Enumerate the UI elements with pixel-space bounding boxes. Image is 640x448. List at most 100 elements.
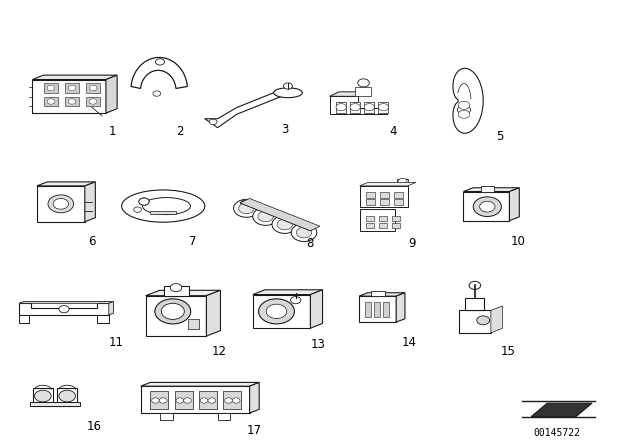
Circle shape [259, 299, 294, 324]
FancyBboxPatch shape [371, 291, 385, 296]
FancyBboxPatch shape [366, 223, 374, 228]
FancyBboxPatch shape [365, 302, 371, 317]
Polygon shape [206, 290, 220, 336]
FancyBboxPatch shape [380, 192, 389, 198]
Polygon shape [240, 198, 320, 231]
FancyBboxPatch shape [463, 192, 509, 221]
Circle shape [336, 103, 346, 111]
Circle shape [68, 99, 76, 104]
Circle shape [239, 203, 254, 214]
FancyBboxPatch shape [380, 199, 389, 205]
FancyBboxPatch shape [160, 413, 173, 420]
Circle shape [152, 398, 159, 403]
Circle shape [469, 281, 481, 289]
Circle shape [234, 199, 259, 217]
FancyBboxPatch shape [175, 391, 193, 409]
Polygon shape [19, 302, 113, 303]
Circle shape [284, 83, 292, 89]
FancyBboxPatch shape [374, 302, 380, 317]
Circle shape [291, 297, 301, 304]
FancyBboxPatch shape [366, 199, 375, 205]
Circle shape [59, 390, 76, 402]
FancyBboxPatch shape [379, 223, 387, 228]
Text: 16: 16 [86, 420, 101, 433]
FancyBboxPatch shape [378, 102, 388, 113]
FancyBboxPatch shape [392, 216, 400, 221]
Polygon shape [253, 290, 323, 295]
FancyBboxPatch shape [379, 216, 387, 221]
Ellipse shape [274, 88, 302, 98]
Circle shape [458, 105, 470, 114]
Polygon shape [250, 383, 259, 413]
FancyBboxPatch shape [359, 296, 396, 322]
Circle shape [277, 219, 292, 230]
Circle shape [364, 103, 374, 111]
Circle shape [272, 215, 298, 233]
Text: 2: 2 [176, 125, 184, 138]
FancyBboxPatch shape [481, 186, 494, 192]
Circle shape [68, 85, 76, 90]
FancyBboxPatch shape [366, 192, 375, 198]
FancyBboxPatch shape [392, 223, 400, 228]
Polygon shape [19, 315, 29, 323]
Circle shape [458, 105, 470, 114]
Circle shape [59, 306, 69, 313]
FancyBboxPatch shape [364, 102, 374, 113]
Circle shape [184, 398, 191, 403]
Text: 7: 7 [189, 235, 196, 248]
FancyBboxPatch shape [465, 298, 484, 310]
FancyBboxPatch shape [141, 386, 250, 413]
FancyBboxPatch shape [37, 186, 85, 222]
Polygon shape [97, 315, 109, 323]
Circle shape [479, 201, 495, 212]
FancyBboxPatch shape [394, 192, 403, 198]
Text: 9: 9 [408, 237, 416, 250]
FancyBboxPatch shape [336, 102, 346, 113]
Polygon shape [32, 75, 117, 80]
Circle shape [90, 99, 97, 104]
Circle shape [170, 284, 182, 292]
FancyBboxPatch shape [223, 391, 241, 409]
Polygon shape [360, 182, 416, 186]
Text: 13: 13 [310, 338, 325, 351]
Polygon shape [32, 80, 106, 113]
Circle shape [458, 101, 470, 109]
Polygon shape [453, 68, 483, 134]
FancyBboxPatch shape [150, 391, 168, 409]
FancyBboxPatch shape [350, 102, 360, 113]
FancyBboxPatch shape [383, 302, 389, 317]
Polygon shape [310, 290, 323, 328]
Text: 5: 5 [496, 130, 504, 143]
Circle shape [232, 398, 240, 403]
Polygon shape [146, 290, 220, 296]
Circle shape [200, 398, 208, 403]
Circle shape [266, 304, 287, 319]
Polygon shape [141, 383, 259, 386]
Text: 00145722: 00145722 [533, 428, 580, 438]
FancyBboxPatch shape [164, 286, 189, 296]
Polygon shape [57, 388, 77, 406]
FancyBboxPatch shape [459, 310, 491, 333]
Circle shape [134, 207, 141, 212]
Circle shape [35, 390, 51, 402]
Circle shape [253, 207, 278, 225]
Text: 17: 17 [246, 424, 261, 437]
Circle shape [378, 103, 388, 111]
Circle shape [139, 198, 149, 205]
Polygon shape [19, 303, 109, 315]
FancyBboxPatch shape [360, 186, 408, 207]
Circle shape [477, 316, 490, 325]
Text: 11: 11 [109, 336, 124, 349]
FancyBboxPatch shape [366, 216, 374, 221]
Circle shape [258, 211, 273, 222]
Circle shape [458, 110, 470, 118]
FancyBboxPatch shape [65, 97, 79, 107]
Polygon shape [37, 182, 95, 186]
Circle shape [296, 227, 312, 238]
FancyBboxPatch shape [397, 179, 408, 186]
FancyBboxPatch shape [65, 83, 79, 93]
FancyBboxPatch shape [86, 97, 100, 107]
Text: 15: 15 [501, 345, 516, 358]
Polygon shape [131, 57, 188, 88]
Text: 10: 10 [511, 235, 525, 248]
